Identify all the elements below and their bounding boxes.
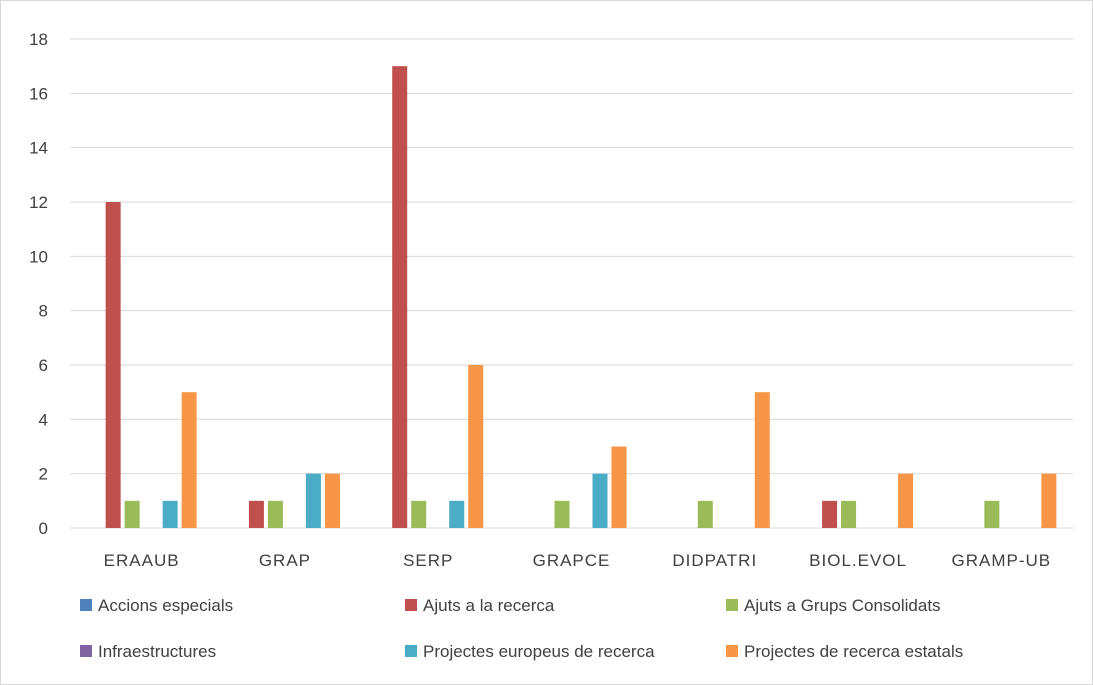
bar: [182, 392, 197, 528]
bar: [612, 447, 627, 529]
y-tick-label: 6: [39, 356, 48, 375]
y-axis-ticks: 0 2 4 6 8 10 12 14 16 18: [29, 30, 48, 538]
y-tick-label: 2: [39, 465, 48, 484]
y-tick-label: 0: [39, 519, 48, 538]
legend-label: Ajuts a la recerca: [423, 596, 555, 615]
legend: Accions especials Ajuts a la recerca Ajuts…: [80, 596, 963, 661]
bar: [698, 501, 713, 528]
legend-swatch: [405, 599, 417, 611]
bars: [106, 66, 1057, 528]
y-tick-label: 16: [29, 84, 48, 103]
bar: [898, 474, 913, 528]
bar: [249, 501, 264, 528]
x-category-label: BIOL.EVOL: [809, 551, 907, 570]
bar: [268, 501, 283, 528]
bar: [106, 202, 121, 528]
bar: [163, 501, 178, 528]
x-category-label: GRAP: [259, 551, 311, 570]
x-category-label: GRAMP-UB: [952, 551, 1052, 570]
legend-swatch: [405, 645, 417, 657]
bar: [449, 501, 464, 528]
bar: [593, 474, 608, 528]
y-tick-label: 14: [29, 139, 48, 158]
x-category-label: GRAPCE: [533, 551, 611, 570]
bar: [984, 501, 999, 528]
x-axis-labels: ERAAUB GRAP SERP GRAPCE DIDPATRI BIOL.EVOL GRA…: [104, 551, 1051, 570]
x-category-label: ERAAUB: [104, 551, 180, 570]
bar: [325, 474, 340, 528]
bar: [306, 474, 321, 528]
y-tick-label: 10: [29, 247, 48, 266]
legend-swatch: [726, 599, 738, 611]
bar: [822, 501, 837, 528]
legend-label: Projectes de recerca estatals: [744, 642, 963, 661]
bar: [411, 501, 426, 528]
bar: [392, 66, 407, 528]
y-tick-label: 12: [29, 193, 48, 212]
x-category-label: DIDPATRI: [672, 551, 757, 570]
bar: [1041, 474, 1056, 528]
legend-swatch: [726, 645, 738, 657]
legend-swatch: [80, 599, 92, 611]
legend-swatch: [80, 645, 92, 657]
gridlines: [70, 39, 1073, 528]
bar: [468, 365, 483, 528]
legend-label: Ajuts a Grups Consolidats: [744, 596, 941, 615]
y-tick-label: 8: [39, 302, 48, 321]
y-tick-label: 18: [29, 30, 48, 49]
legend-label: Accions especials: [98, 596, 233, 615]
bar: [841, 501, 856, 528]
legend-label: Projectes europeus de recerca: [423, 642, 655, 661]
legend-label: Infraestructures: [98, 642, 216, 661]
bar: [755, 392, 770, 528]
y-tick-label: 4: [39, 410, 48, 429]
x-category-label: SERP: [403, 551, 453, 570]
bar: [555, 501, 570, 528]
bar: [125, 501, 140, 528]
